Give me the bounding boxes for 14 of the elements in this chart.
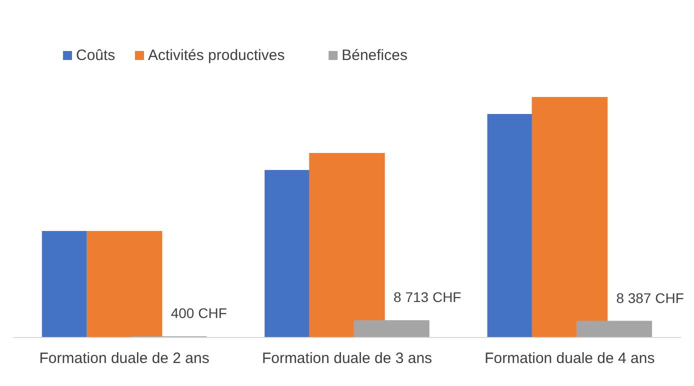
bar — [309, 152, 385, 337]
x-tick-label: Formation duale de 3 ans — [262, 350, 432, 367]
legend-label: Activités productives — [148, 47, 285, 64]
data-label: 8 713 CHF — [394, 289, 462, 306]
data-label: 8 387 CHF — [616, 290, 684, 306]
legend-label: Bénefices — [342, 47, 408, 64]
bar — [86, 231, 162, 337]
x-tick-label: Formation duale de 4 ans — [484, 350, 655, 367]
legend-label: Coûts — [76, 47, 116, 64]
bar — [532, 97, 608, 337]
data-label: 400 CHF — [170, 305, 227, 322]
x-tick-label: Formation duale de 2 ans — [39, 350, 210, 367]
bar — [576, 320, 652, 337]
bar — [354, 320, 430, 337]
